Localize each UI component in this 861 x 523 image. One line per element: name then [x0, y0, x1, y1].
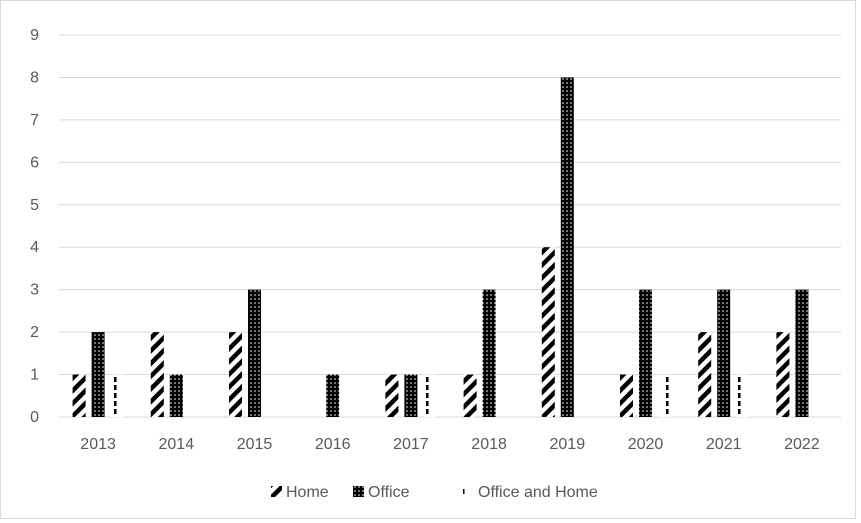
x-tick-label: 2021	[706, 436, 742, 453]
bar-home-2022	[776, 332, 790, 417]
bar-office-and-home-2020	[658, 374, 671, 417]
bar-office-2020	[639, 289, 652, 417]
bar-home-2020	[620, 374, 633, 417]
y-tick-label: 1	[30, 367, 39, 384]
bar-home-2015	[229, 332, 242, 417]
bar-home-2017	[385, 374, 399, 417]
legend-label: Office	[368, 484, 410, 501]
x-tick-label: 2013	[80, 436, 116, 453]
bars	[72, 77, 809, 417]
legend-swatch-office-and-home	[463, 486, 474, 497]
bar-office-and-home-2021	[736, 374, 750, 417]
x-tick-label: 2016	[315, 436, 351, 453]
x-tick-label: 2020	[628, 436, 664, 453]
y-tick-label: 2	[30, 324, 39, 341]
y-tick-label: 5	[30, 197, 39, 214]
y-tick-label: 0	[30, 409, 39, 426]
y-tick-label: 3	[30, 282, 39, 299]
x-tick-label: 2018	[471, 436, 507, 453]
bar-office-2016	[326, 374, 340, 417]
bar-office-and-home-2017	[423, 374, 437, 417]
legend: Home Office Office and Home	[271, 484, 598, 501]
bar-home-2018	[463, 374, 477, 417]
bar-home-2019	[541, 247, 555, 417]
legend-label: Office and Home	[478, 484, 598, 501]
legend-label: Home	[286, 484, 329, 501]
y-tick-label: 6	[30, 154, 39, 171]
x-tick-label: 2019	[550, 436, 586, 453]
x-axis-ticks: 2013 2014 2015 2016 2017 2018 2019 2020 2021 2022	[80, 436, 819, 453]
bar-office-2022	[795, 289, 809, 417]
x-tick-label: 2017	[393, 436, 429, 453]
bar-home-2021	[698, 332, 712, 417]
legend-swatch-office	[353, 486, 364, 497]
x-tick-label: 2022	[784, 436, 820, 453]
x-tick-label: 2015	[237, 436, 273, 453]
bar-office-and-home-2013	[110, 374, 124, 417]
legend-swatch-home	[271, 486, 282, 497]
bar-home-2014	[150, 332, 164, 417]
bar-office-2018	[482, 289, 496, 417]
bar-office-2021	[717, 289, 731, 417]
bar-office-2015	[248, 289, 261, 417]
y-tick-label: 7	[30, 112, 39, 129]
bar-office-2017	[404, 374, 418, 417]
y-tick-label: 8	[30, 69, 39, 86]
bar-home-2013	[72, 374, 86, 417]
y-tick-label: 4	[30, 239, 39, 256]
x-tick-label: 2014	[159, 436, 195, 453]
bar-office-2014	[169, 374, 183, 417]
bar-office-2019	[560, 77, 574, 417]
y-tick-label: 9	[30, 27, 39, 44]
gridlines	[59, 34, 841, 418]
y-axis-ticks: 0 1 2 3 4 5 6 7 8 9	[30, 27, 39, 426]
bar-office-2013	[91, 332, 105, 417]
